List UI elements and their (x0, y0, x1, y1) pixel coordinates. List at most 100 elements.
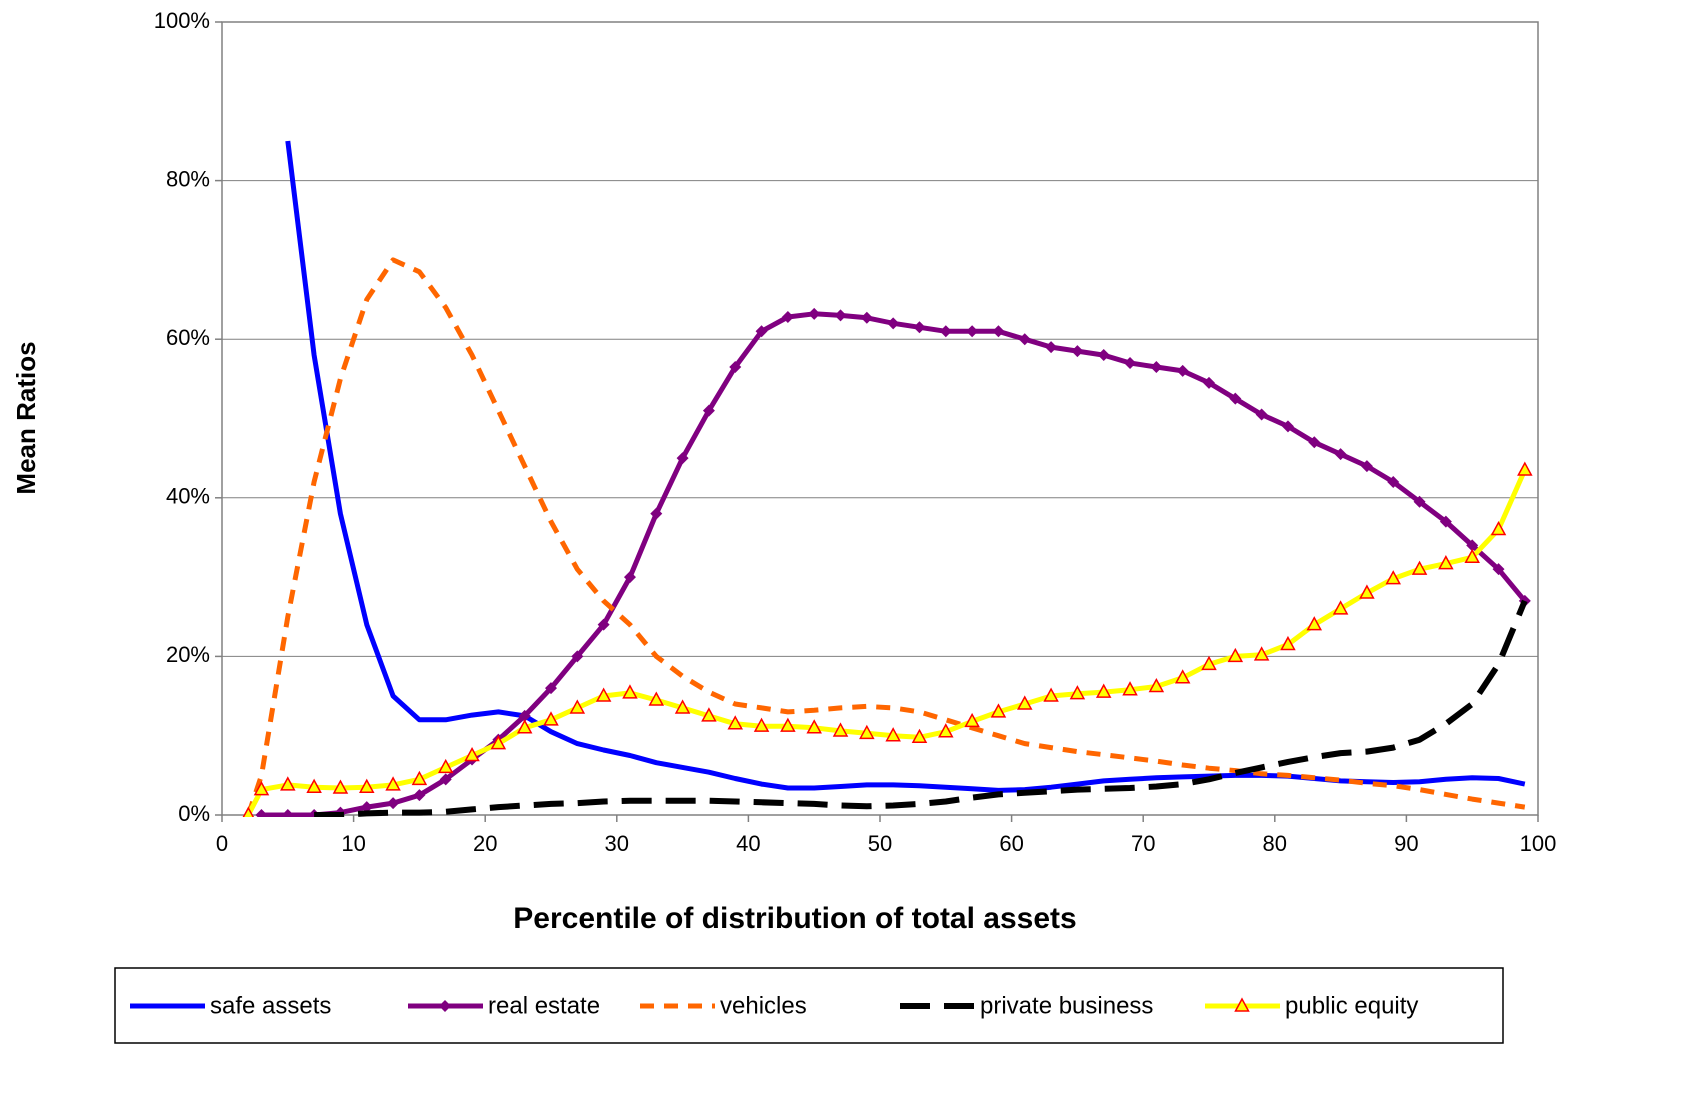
point-marker (1490, 520, 1507, 536)
point-marker (439, 1000, 451, 1012)
point-marker (1360, 460, 1373, 473)
point-marker (516, 719, 533, 734)
point-marker (571, 650, 584, 663)
point-marker (1018, 333, 1031, 346)
point-marker (1176, 364, 1189, 377)
point-marker (1334, 448, 1347, 461)
point-marker (1413, 495, 1426, 508)
point-marker (1148, 677, 1165, 693)
point-marker (545, 682, 557, 695)
point-marker (360, 801, 373, 814)
point-marker (1227, 647, 1244, 663)
point-marker (1387, 475, 1400, 488)
point-marker (1234, 997, 1250, 1012)
point-marker (332, 779, 349, 794)
point-marker (1255, 408, 1268, 421)
point-marker (701, 707, 717, 722)
legend-label: private business (980, 992, 1153, 1019)
point-marker (1201, 655, 1217, 671)
point-marker (964, 712, 980, 728)
point-marker (1124, 356, 1137, 369)
point-marker (729, 360, 742, 373)
point-marker (359, 778, 375, 793)
point-marker (1045, 341, 1058, 354)
point-marker (385, 776, 401, 791)
x-tick-label: 40 (736, 831, 760, 856)
point-marker (966, 325, 979, 338)
point-marker (1306, 616, 1323, 631)
point-marker (1466, 539, 1479, 552)
point-marker (1281, 420, 1294, 433)
point-marker (913, 321, 926, 334)
point-marker (411, 770, 428, 786)
point-marker (650, 507, 663, 520)
point-marker (1043, 687, 1059, 702)
series-line (314, 599, 1528, 817)
point-marker (1203, 376, 1215, 389)
point-marker (1122, 681, 1138, 696)
y-tick-label: 20% (166, 642, 210, 667)
point-marker (834, 309, 847, 322)
point-marker (622, 684, 638, 699)
point-marker (387, 797, 400, 810)
point-marker (1069, 685, 1086, 700)
series-line (246, 468, 1528, 817)
x-tick-label: 100 (1520, 831, 1557, 856)
point-marker (569, 699, 586, 714)
point-marker (887, 317, 900, 330)
point-marker (1280, 635, 1296, 651)
point-marker (1308, 436, 1321, 449)
point-marker (753, 717, 770, 732)
point-marker (648, 691, 665, 706)
point-marker (623, 571, 636, 584)
point-marker (543, 711, 559, 726)
series-line (245, 257, 1526, 816)
y-tick-label: 100% (154, 8, 210, 33)
point-marker (1095, 683, 1112, 698)
point-marker (676, 452, 689, 465)
point-marker (1097, 349, 1110, 362)
point-marker (885, 727, 901, 742)
point-marker (306, 778, 322, 793)
point-marker (413, 789, 426, 802)
point-marker (911, 728, 928, 744)
x-tick-label: 10 (341, 831, 365, 856)
point-marker (1359, 584, 1375, 599)
point-marker (992, 325, 1005, 338)
point-marker (1071, 345, 1084, 358)
point-marker (755, 325, 768, 338)
point-marker (255, 809, 268, 817)
point-marker (1517, 461, 1533, 476)
point-marker (1438, 555, 1454, 570)
y-axis-title: Mean Ratios (11, 341, 41, 494)
point-marker (939, 325, 952, 338)
x-tick-label: 80 (1263, 831, 1287, 856)
y-tick-label: 0% (178, 801, 210, 826)
point-marker (1150, 360, 1163, 373)
point-marker (727, 715, 743, 730)
point-marker (1229, 392, 1242, 405)
x-axis-title: Percentile of distribution of total asse… (513, 902, 1076, 935)
point-marker (1492, 563, 1505, 576)
series-line (285, 140, 1526, 793)
point-marker (1253, 646, 1270, 661)
legend-label: real estate (488, 992, 600, 1019)
point-marker (464, 746, 480, 762)
point-marker (242, 806, 255, 817)
point-marker (1332, 600, 1349, 615)
legend-label: public equity (1285, 992, 1418, 1019)
point-marker (439, 773, 452, 786)
point-marker (808, 307, 821, 320)
point-marker (806, 719, 822, 734)
point-marker (1464, 548, 1480, 564)
point-marker (938, 723, 954, 738)
x-tick-label: 0 (216, 831, 228, 856)
point-marker (253, 781, 270, 796)
plot-border (221, 21, 1539, 816)
point-marker (280, 776, 296, 791)
point-marker (281, 809, 294, 817)
legend-label: vehicles (720, 992, 807, 1019)
point-marker (1017, 695, 1033, 710)
point-marker (490, 735, 507, 750)
